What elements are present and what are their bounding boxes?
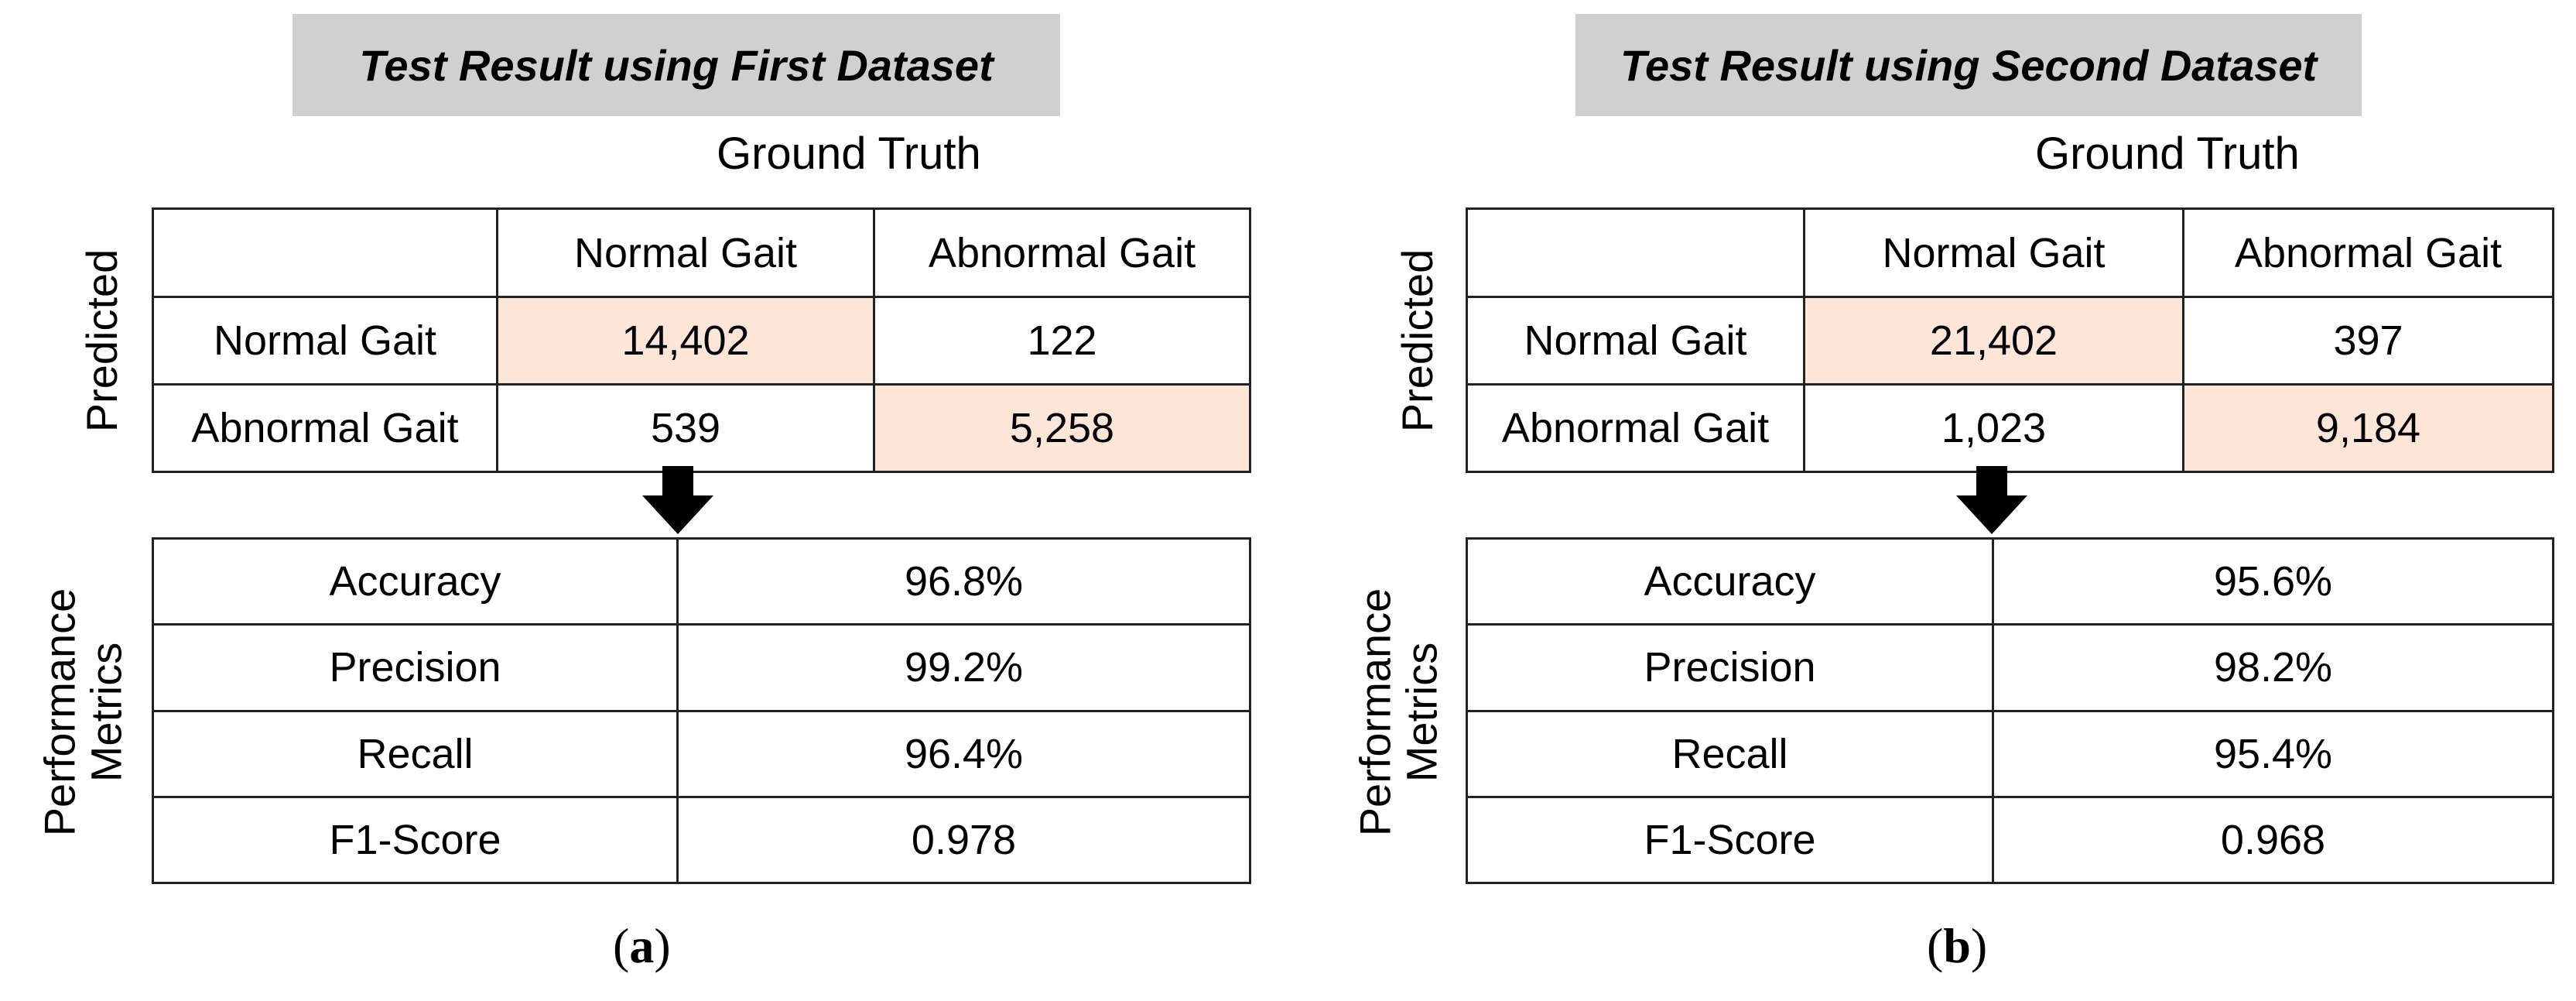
confusion-header-row: Normal Gait Abnormal Gait xyxy=(1466,207,2554,298)
metric-name: Precision xyxy=(1466,623,1994,712)
metric-row: Precision 99.2% xyxy=(152,623,1251,712)
metric-value: 99.2% xyxy=(676,623,1251,712)
metric-row: F1-Score 0.978 xyxy=(152,795,1251,885)
confusion-row: Abnormal Gait 1,023 9,184 xyxy=(1466,383,2554,473)
confusion-corner-cell xyxy=(1466,207,1805,298)
confusion-cell-tn: 5,258 xyxy=(873,383,1251,473)
metric-name: Recall xyxy=(152,709,679,798)
caption-letter: a xyxy=(629,918,655,973)
metrics-axis-label: Performance Metrics xyxy=(35,588,131,837)
down-arrow-icon xyxy=(642,466,713,534)
metrics-axis-label-line2: Metrics xyxy=(1397,642,1446,783)
metric-value: 0.968 xyxy=(1992,795,2554,885)
metric-value: 95.4% xyxy=(1992,709,2554,798)
confusion-matrix: Normal Gait Abnormal Gait Normal Gait 14… xyxy=(152,207,1251,473)
confusion-cell: 122 xyxy=(873,296,1251,386)
metric-value: 96.8% xyxy=(676,536,1251,626)
confusion-cell: 397 xyxy=(2182,296,2554,386)
predicted-axis-label: Predicted xyxy=(1392,249,1442,433)
row-header: Normal Gait xyxy=(152,296,498,386)
panel-title: Test Result using First Dataset xyxy=(292,14,1060,116)
row-header: Abnormal Gait xyxy=(152,383,498,473)
panel-title: Test Result using Second Dataset xyxy=(1575,14,2362,116)
metric-row: F1-Score 0.968 xyxy=(1466,795,2554,885)
metrics-axis-label: Performance Metrics xyxy=(1350,588,1446,837)
confusion-cell: 539 xyxy=(496,383,875,473)
panel-a: Test Result using First Dataset Ground T… xyxy=(35,14,1251,975)
subfigure-caption: (a) xyxy=(613,917,671,975)
metrics-table: Accuracy 96.8% Precision 99.2% Recall 96.4%… xyxy=(152,536,1251,885)
column-header: Abnormal Gait xyxy=(2182,207,2554,298)
ground-truth-label: Ground Truth xyxy=(2035,129,2300,179)
confusion-row: Normal Gait 21,402 397 xyxy=(1466,296,2554,386)
metric-value: 96.4% xyxy=(676,709,1251,798)
confusion-cell-tp: 21,402 xyxy=(1803,296,2184,386)
metric-name: Recall xyxy=(1466,709,1994,798)
confusion-row: Normal Gait 14,402 122 xyxy=(152,296,1251,386)
confusion-row: Abnormal Gait 539 5,258 xyxy=(152,383,1251,473)
metric-value: 98.2% xyxy=(1992,623,2554,712)
caption-close: ) xyxy=(1970,918,1988,973)
metric-row: Precision 98.2% xyxy=(1466,623,2554,712)
metric-name: Accuracy xyxy=(152,536,679,626)
metric-name: F1-Score xyxy=(152,795,679,885)
metric-row: Recall 95.4% xyxy=(1466,709,2554,798)
confusion-header-row: Normal Gait Abnormal Gait xyxy=(152,207,1251,298)
caption-open: ( xyxy=(613,918,630,973)
confusion-cell-tp: 14,402 xyxy=(496,296,875,386)
row-header: Normal Gait xyxy=(1466,296,1805,386)
confusion-corner-cell xyxy=(152,207,498,298)
metrics-axis-label-line2: Metrics xyxy=(82,642,131,783)
metric-value: 95.6% xyxy=(1992,536,2554,626)
caption-letter: b xyxy=(1943,918,1971,973)
caption-open: ( xyxy=(1927,918,1944,973)
column-header: Abnormal Gait xyxy=(873,207,1251,298)
caption-close: ) xyxy=(654,918,671,973)
ground-truth-label: Ground Truth xyxy=(717,129,981,179)
row-header: Abnormal Gait xyxy=(1466,383,1805,473)
metric-value: 0.978 xyxy=(676,795,1251,885)
metrics-axis-label-line1: Performance xyxy=(35,588,84,837)
subfigure-caption: (b) xyxy=(1927,917,1987,975)
metric-row: Accuracy 96.8% xyxy=(152,536,1251,626)
confusion-matrix: Normal Gait Abnormal Gait Normal Gait 21… xyxy=(1466,207,2554,473)
metric-name: Accuracy xyxy=(1466,536,1994,626)
metric-row: Recall 96.4% xyxy=(152,709,1251,798)
metric-row: Accuracy 95.6% xyxy=(1466,536,2554,626)
predicted-axis-label: Predicted xyxy=(77,249,126,433)
down-arrow-icon xyxy=(1956,466,2027,534)
panel-b: Test Result using Second Dataset Ground … xyxy=(1288,0,2575,1001)
metrics-table: Accuracy 95.6% Precision 98.2% Recall 95.4%… xyxy=(1466,536,2554,885)
metrics-axis-label-line1: Performance xyxy=(1350,588,1400,837)
metric-name: Precision xyxy=(152,623,679,712)
column-header: Normal Gait xyxy=(1803,207,2184,298)
metric-name: F1-Score xyxy=(1466,795,1994,885)
confusion-cell-tn: 9,184 xyxy=(2182,383,2554,473)
column-header: Normal Gait xyxy=(496,207,875,298)
confusion-cell: 1,023 xyxy=(1803,383,2184,473)
